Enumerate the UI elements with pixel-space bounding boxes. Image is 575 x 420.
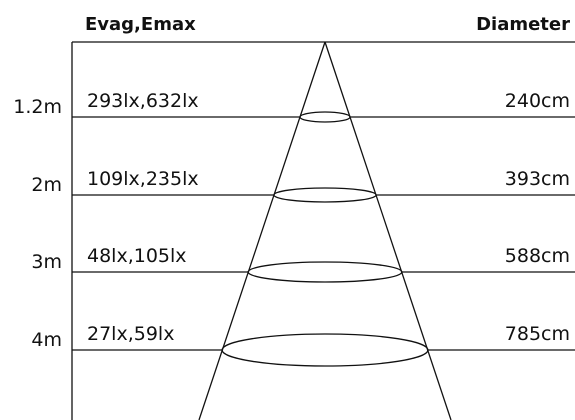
beam-section — [273, 187, 377, 203]
distance: 4m — [31, 329, 62, 351]
cone-left — [198, 41, 326, 420]
header-left: Evag,Emax — [85, 14, 196, 35]
illuminance: 109lx,235lx — [87, 168, 199, 190]
distance: 2m — [31, 174, 62, 196]
diameter: 785cm — [505, 323, 570, 345]
diameter: 240cm — [505, 90, 570, 112]
diameter: 588cm — [505, 245, 570, 267]
illuminance: 48lx,105lx — [87, 245, 187, 267]
diameter: 393cm — [505, 168, 570, 190]
beam-section — [247, 261, 403, 283]
illuminance: 27lx,59lx — [87, 323, 174, 345]
cone-right — [324, 41, 452, 420]
header-right: Diameter — [476, 14, 570, 35]
beam-section — [221, 333, 429, 367]
illuminance: 293lx,632lx — [87, 90, 199, 112]
distance: 1.2m — [13, 96, 62, 118]
beam-section — [299, 111, 351, 123]
distance: 3m — [31, 251, 62, 273]
